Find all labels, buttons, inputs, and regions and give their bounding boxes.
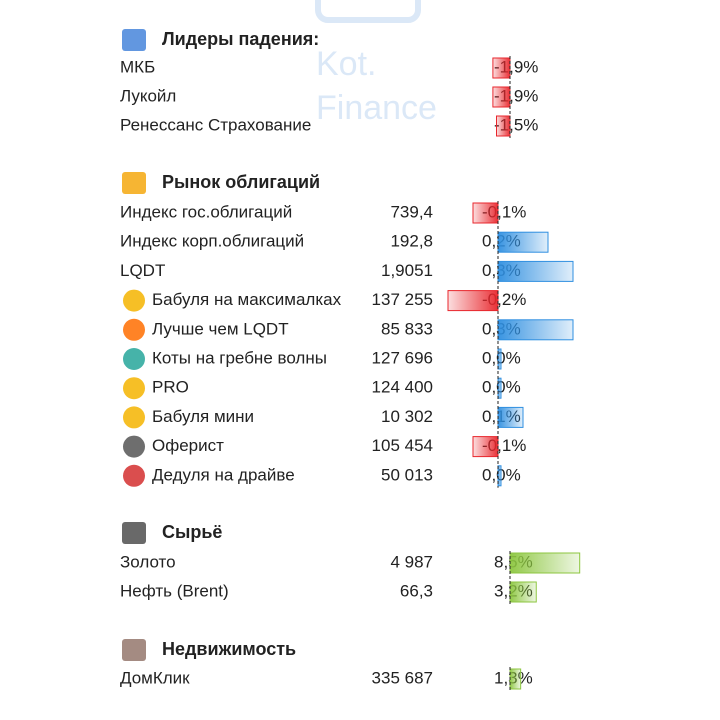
- row-name: Нефть (Brent): [120, 581, 229, 600]
- data-bar: [497, 260, 574, 282]
- row-name: Оферист: [152, 436, 224, 455]
- row-icon: [123, 318, 145, 341]
- data-bar: [497, 319, 574, 341]
- row-value: 124 400: [372, 378, 433, 397]
- row-value: 137 255: [372, 290, 433, 309]
- row-icon: [123, 289, 145, 312]
- data-bar: [497, 231, 549, 253]
- data-bar: [497, 406, 524, 428]
- row-icon: [123, 464, 145, 487]
- row-name: Золото: [120, 552, 176, 571]
- data-bar: [497, 465, 502, 487]
- section-title: Лидеры падения:: [162, 29, 319, 49]
- row-name: Индекс корп.облигаций: [120, 232, 304, 251]
- watermark-logo: [315, 0, 421, 23]
- section-title: Недвижимость: [162, 639, 296, 659]
- section-icon: [122, 639, 146, 661]
- row-icon: [123, 377, 145, 400]
- data-bar: [447, 290, 499, 312]
- section-icon: [122, 172, 146, 194]
- data-bar: [496, 115, 511, 137]
- watermark: Kot.: [316, 45, 376, 83]
- row-value: 85 833: [381, 319, 433, 338]
- data-bar: [509, 581, 537, 603]
- row-value: 127 696: [372, 348, 433, 367]
- data-bar: [509, 552, 581, 574]
- watermark: Finance: [316, 89, 437, 127]
- row-value: 739,4: [390, 202, 433, 221]
- data-bar: [492, 86, 511, 108]
- content: Лидеры падения:МКБ -1,9%Лукойл -1,9%Ренесс…: [120, 29, 581, 691]
- section-icon: [122, 522, 146, 544]
- row-name: ДомКлик: [120, 668, 190, 687]
- row-value: 105 454: [372, 436, 433, 455]
- row-name: Индекс гос.облигаций: [120, 202, 292, 221]
- row-name: LQDT: [120, 261, 165, 280]
- row-name: Лучше чем LQDT: [152, 319, 289, 338]
- row-value: 4 987: [390, 552, 433, 571]
- row-value: 192,8: [390, 232, 433, 251]
- row-name: Ренессанс Страхование: [120, 115, 311, 134]
- row-name: Дедуля на драйве: [152, 465, 295, 484]
- section-icon: [122, 29, 146, 51]
- row-icon: [123, 348, 145, 370]
- data-bar: [492, 57, 511, 79]
- row-value: 50 013: [381, 465, 433, 484]
- row-name: Лукойл: [120, 86, 176, 105]
- row-value: 335 687: [372, 668, 433, 687]
- row-value: 1,9051: [381, 261, 433, 280]
- data-bar: [509, 668, 522, 690]
- data-bar: [472, 436, 499, 458]
- row-name: PRO: [152, 378, 189, 397]
- row-name: Коты на гребне волны: [152, 348, 327, 367]
- row-name: МКБ: [120, 57, 155, 76]
- row-icon: [123, 435, 145, 458]
- row-name: Бабуля мини: [152, 407, 254, 426]
- row-name: Бабуля на максималках: [152, 290, 342, 309]
- row-value: 66,3: [400, 581, 433, 600]
- data-bar: [472, 202, 499, 224]
- row-value: 10 302: [381, 407, 433, 426]
- row-icon: [123, 406, 145, 429]
- section-title: Рынок облигаций: [162, 172, 320, 192]
- section-title: Сырьё: [162, 522, 222, 542]
